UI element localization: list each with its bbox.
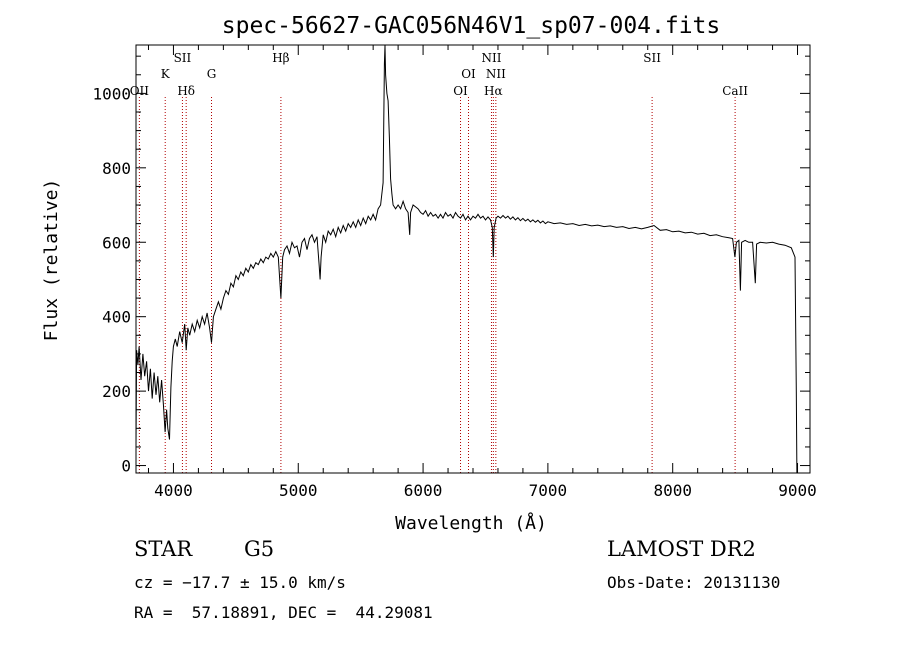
x-tick-label: 6000: [404, 481, 443, 500]
y-tick-label: 800: [102, 159, 131, 178]
marker-label: G: [207, 67, 217, 81]
spectrum-line: [135, 44, 798, 474]
marker-label: Hα: [484, 84, 503, 98]
x-tick-label: 9000: [778, 481, 817, 500]
x-tick-label: 4000: [154, 481, 193, 500]
marker-label: OII: [130, 84, 150, 98]
coordinates: RA = 57.18891, DEC = 44.29081: [134, 603, 433, 622]
object-type: STAR: [134, 537, 193, 561]
chart-title: spec-56627-GAC056N46V1_sp07-004.fits: [222, 13, 721, 39]
marker-label: SII: [643, 51, 661, 65]
marker-label: NII: [486, 67, 506, 81]
x-axis-label: Wavelength (Å): [395, 512, 547, 534]
y-tick-label: 400: [102, 308, 131, 327]
survey-name: LAMOST DR2: [607, 537, 756, 561]
axis-ticks: 4000 5000 6000 7000 8000 9000 0 200 400 600 800 100…: [92, 45, 817, 500]
x-tick-label: 8000: [653, 481, 692, 500]
y-tick-label: 0: [121, 457, 131, 476]
y-tick-label: 200: [102, 382, 131, 401]
marker-label: CaII: [722, 84, 748, 98]
plot-frame: [135, 44, 811, 474]
marker-label: Hδ: [177, 84, 195, 98]
y-tick-label: 600: [102, 233, 131, 252]
marker-label: K: [161, 67, 171, 81]
obs-date: Obs-Date: 20131130: [607, 573, 781, 592]
x-tick-label: 7000: [529, 481, 568, 500]
marker-label: NII: [481, 51, 501, 65]
x-tick-label: 5000: [279, 481, 318, 500]
redshift-text: cz = −17.7 ± 15.0 km/s: [134, 573, 346, 592]
marker-label: OI: [461, 67, 476, 81]
y-axis-label: Flux (relative): [41, 179, 62, 342]
marker-label: SII: [174, 51, 192, 65]
marker-label: Hβ: [272, 51, 289, 65]
marker-label: OI: [453, 84, 468, 98]
y-tick-label: 1000: [92, 84, 131, 103]
subclass: G5: [244, 537, 275, 561]
